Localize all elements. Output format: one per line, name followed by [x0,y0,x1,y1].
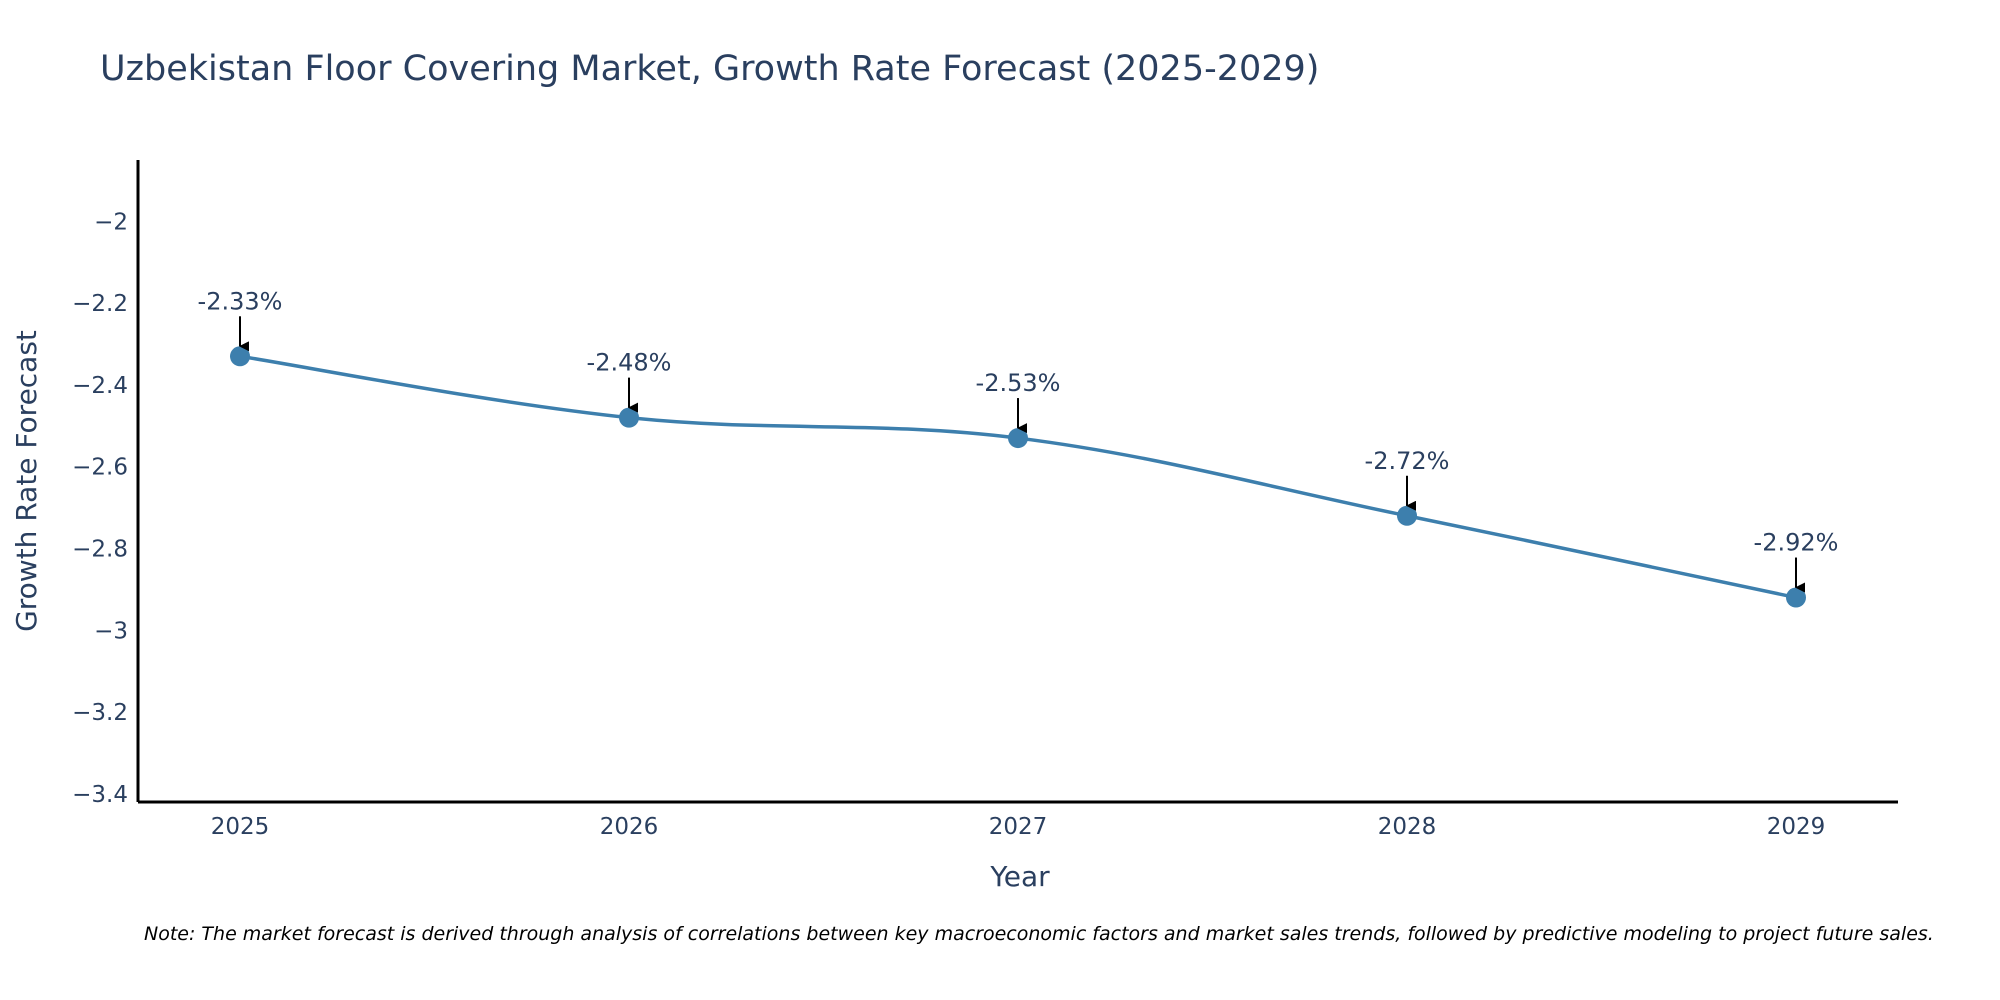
footnote: Note: The market forecast is derived thr… [144,923,1934,945]
data-label: -2.92% [1754,529,1839,557]
data-label: -2.33% [198,287,283,315]
y-tick-label: −2.8 [72,536,128,562]
data-points [230,346,1806,608]
data-label: -2.72% [1365,447,1450,475]
y-axis: −2 −2.2 −2.4 −2.6 −2.8 −3 −3.2 −3.4 [72,209,128,807]
chart-title: Uzbekistan Floor Covering Market, Growth… [100,49,1319,89]
data-point [1397,505,1417,526]
data-label: -2.53% [976,369,1061,397]
y-axis-title: Growth Rate Forecast [10,330,43,632]
x-axis: 2025 2026 2027 2028 2029 [211,814,1826,840]
data-label: -2.48% [587,349,672,377]
data-point [230,346,250,367]
data-point [1786,587,1806,608]
y-tick-label: −3.4 [72,782,128,808]
x-axis-title: Year [989,860,1050,893]
data-labels: -2.33% -2.48% -2.53% -2.72% -2.92% [198,287,1839,593]
x-tick-label: 2026 [600,814,659,840]
data-point [619,407,639,428]
y-tick-label: −3.2 [72,700,128,726]
x-tick-label: 2027 [989,814,1048,840]
y-tick-label: −2 [94,209,128,235]
y-tick-label: −3 [94,618,128,644]
y-tick-label: −2.2 [72,291,128,317]
y-tick-label: −2.6 [72,455,128,481]
data-point [1008,428,1028,449]
x-tick-label: 2025 [211,814,270,840]
y-tick-label: −2.4 [72,373,128,399]
x-tick-label: 2028 [1378,814,1437,840]
x-tick-label: 2029 [1767,814,1826,840]
